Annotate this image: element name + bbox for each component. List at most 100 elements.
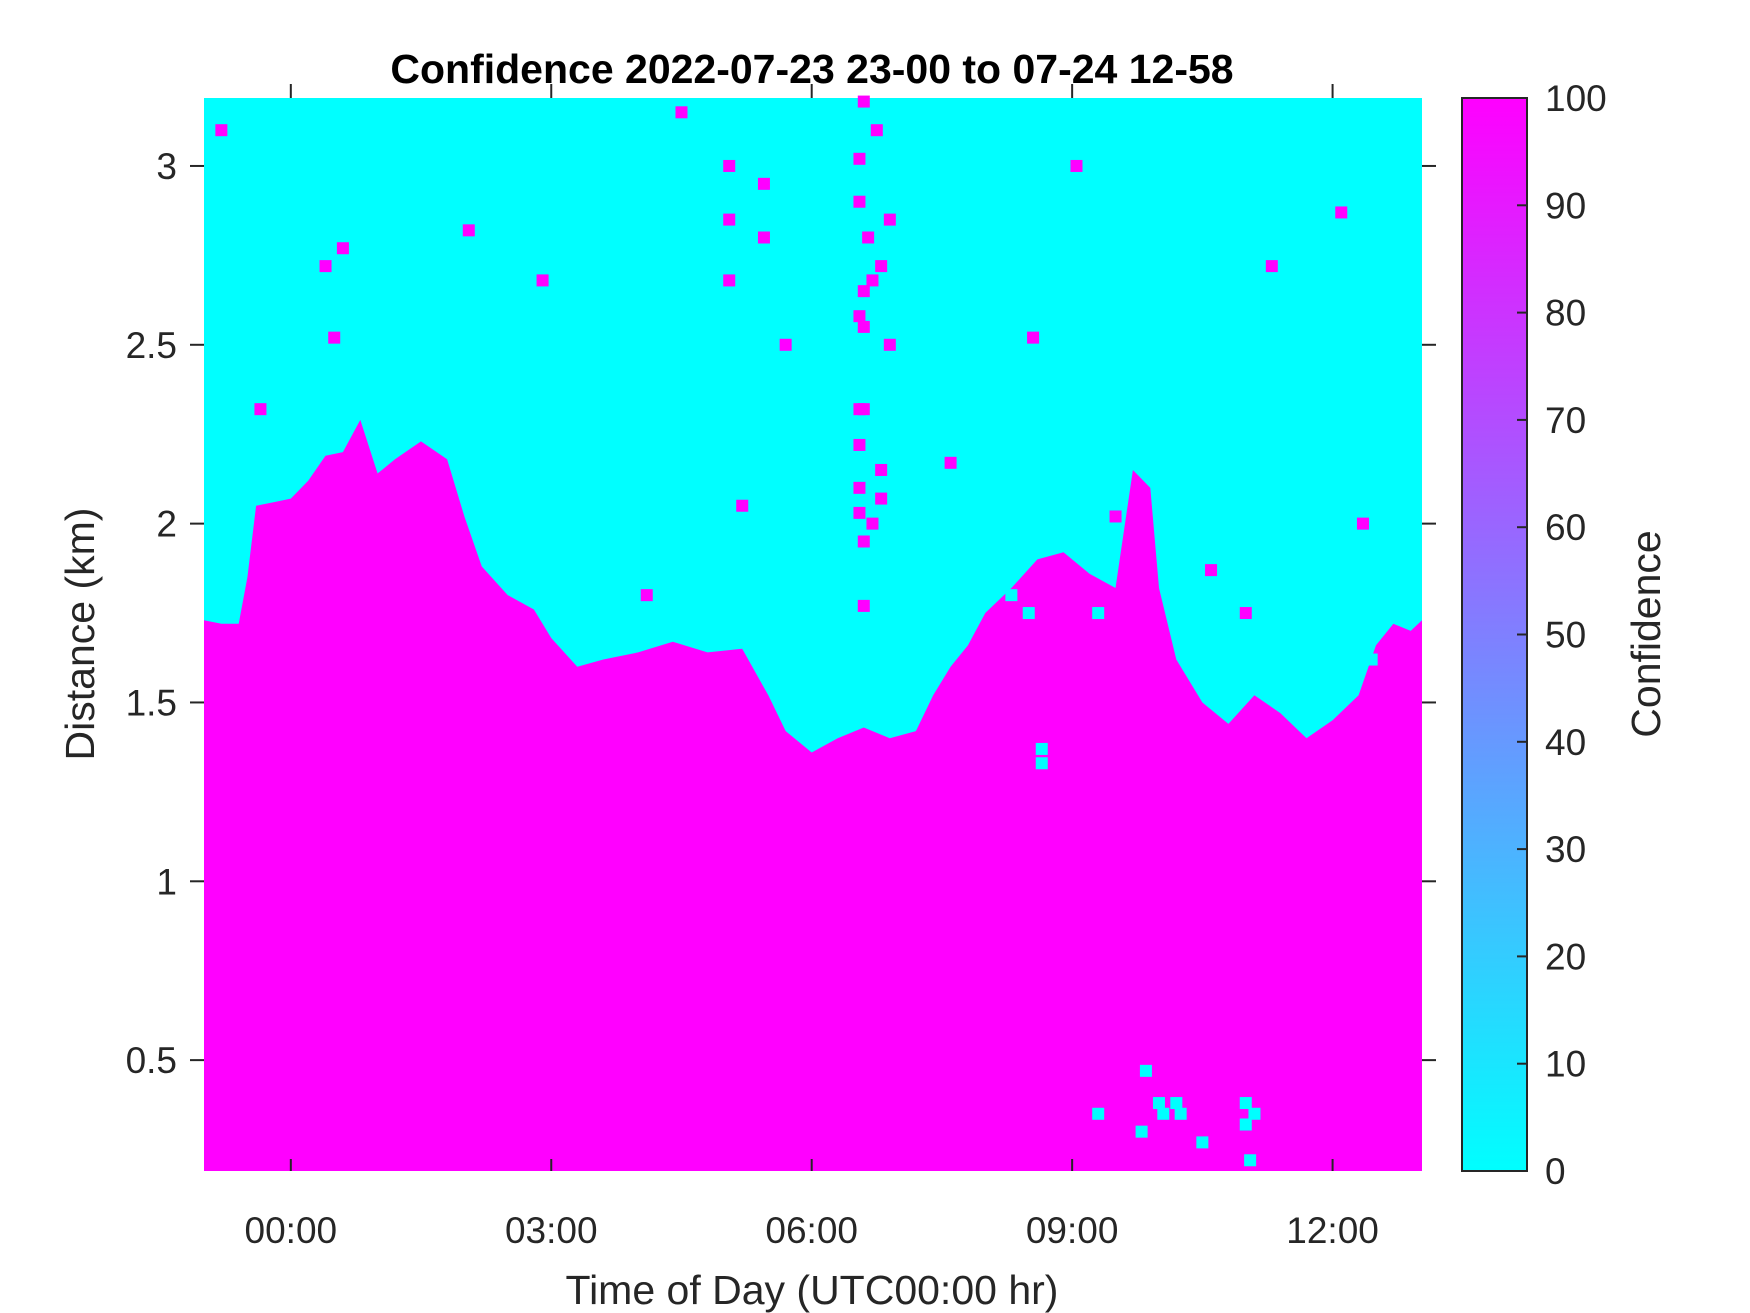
- low-confidence-pixel: [1200, 660, 1213, 673]
- plot-area: [190, 84, 1436, 1171]
- high-confidence-pixel: [675, 106, 688, 119]
- high-confidence-pixel: [853, 152, 866, 165]
- high-confidence-pixel: [857, 320, 870, 333]
- high-confidence-pixel: [857, 95, 870, 108]
- high-confidence-pixel: [883, 213, 896, 226]
- high-confidence-pixel: [875, 492, 888, 505]
- x-tick-label: 12:00: [1286, 1210, 1379, 1251]
- high-confidence-pixel: [736, 499, 749, 512]
- low-confidence-pixel: [1157, 1107, 1170, 1120]
- colorbar: 0 10 20 30 40 50 60 70 80 90 100 Confidence: [1461, 78, 1669, 1192]
- low-confidence-pixel: [1135, 1125, 1148, 1138]
- high-confidence-pixel: [853, 438, 866, 451]
- high-confidence-pixel: [757, 177, 770, 190]
- low-confidence-pixel: [1244, 1154, 1257, 1167]
- colorbar-tick-label: 0: [1545, 1151, 1566, 1192]
- high-confidence-pixel: [853, 506, 866, 519]
- low-confidence-pixel: [1139, 1064, 1152, 1077]
- high-confidence-pixel: [857, 403, 870, 416]
- low-confidence-pixel: [1248, 1107, 1261, 1120]
- high-confidence-pixel: [853, 310, 866, 323]
- x-axis-label: Time of Day (UTC00:00 hr): [566, 1267, 1059, 1313]
- high-confidence-pixel: [853, 481, 866, 494]
- high-confidence-pixel: [857, 535, 870, 548]
- colorbar-tick-label: 80: [1545, 293, 1586, 334]
- low-confidence-pixel: [1035, 757, 1048, 770]
- colorbar-tick-label: 20: [1545, 936, 1586, 977]
- colorbar-tick-label: 50: [1545, 615, 1586, 656]
- y-tick-labels: 0.5 1 1.5 2 2.5 3: [126, 146, 177, 1081]
- high-confidence-pixel: [1265, 260, 1278, 273]
- high-confidence-pixel: [866, 274, 879, 287]
- x-tick-label: 06:00: [765, 1210, 858, 1251]
- y-tick-label: 2.5: [126, 325, 177, 366]
- colorbar-gradient: [1461, 97, 1528, 1172]
- high-confidence-pixel: [1205, 564, 1218, 577]
- high-confidence-pixel: [1335, 206, 1348, 219]
- high-confidence-pixel: [1027, 331, 1040, 344]
- high-confidence-pixel: [723, 213, 736, 226]
- high-confidence-pixel: [944, 456, 957, 469]
- high-confidence-pixel: [870, 124, 883, 137]
- y-tick-label: 1.5: [126, 682, 177, 723]
- high-confidence-pixel: [1109, 510, 1122, 523]
- high-confidence-pixel: [779, 338, 792, 351]
- y-tick-label: 2: [156, 504, 177, 545]
- x-tick-label: 09:00: [1026, 1210, 1119, 1251]
- low-confidence-pixel: [1239, 1118, 1252, 1131]
- high-confidence-pixel: [1239, 607, 1252, 620]
- high-confidence-pixel: [857, 599, 870, 612]
- high-confidence-pixel: [254, 403, 267, 416]
- high-confidence-pixel: [853, 195, 866, 208]
- high-confidence-pixel: [1356, 517, 1369, 530]
- colorbar-label: Confidence: [1623, 530, 1669, 737]
- high-confidence-pixel: [536, 274, 549, 287]
- high-confidence-pixel: [757, 231, 770, 244]
- axis-ticks: [190, 84, 1436, 1171]
- high-confidence-pixel: [862, 231, 875, 244]
- high-confidence-pixels: [215, 95, 1369, 620]
- y-tick-label: 3: [156, 146, 177, 187]
- colorbar-tick-label: 30: [1545, 829, 1586, 870]
- high-confidence-pixel: [866, 517, 879, 530]
- high-confidence-pixel: [723, 159, 736, 172]
- colorbar-tick-labels: 0 10 20 30 40 50 60 70 80 90 100: [1545, 78, 1607, 1192]
- high-confidence-pixel: [723, 274, 736, 287]
- y-tick-label: 1: [156, 861, 177, 902]
- x-tick-label: 00:00: [245, 1210, 338, 1251]
- low-confidence-pixel: [1092, 1107, 1105, 1120]
- colorbar-tick-label: 70: [1545, 400, 1586, 441]
- high-confidence-pixel: [1070, 159, 1083, 172]
- high-confidence-pixel: [462, 224, 475, 237]
- low-confidence-pixel: [1196, 1136, 1209, 1149]
- low-confidence-pixel: [1365, 653, 1378, 666]
- high-confidence-pixel: [640, 589, 653, 602]
- high-confidence-pixel: [336, 242, 349, 255]
- low-confidence-pixel: [1022, 607, 1035, 620]
- low-confidence-pixel: [1174, 1107, 1187, 1120]
- high-confidence-pixel: [319, 260, 332, 273]
- high-confidence-pixel: [328, 331, 341, 344]
- low-confidence-pixels: [1005, 589, 1378, 1167]
- low-confidence-pixel: [1035, 742, 1048, 755]
- low-confidence-pixel: [1170, 1097, 1183, 1110]
- x-tick-label: 03:00: [505, 1210, 598, 1251]
- colorbar-ticks: [1517, 97, 1527, 1172]
- high-confidence-pixel: [883, 338, 896, 351]
- colorbar-tick-label: 40: [1545, 722, 1586, 763]
- high-confidence-pixel: [875, 260, 888, 273]
- high-confidence-pixel: [857, 285, 870, 298]
- low-confidence-pixel: [1092, 607, 1105, 620]
- low-confidence-pixel: [1152, 1097, 1165, 1110]
- colorbar-tick-label: 90: [1545, 185, 1586, 226]
- y-tick-label: 0.5: [126, 1040, 177, 1081]
- colorbar-tick-label: 10: [1545, 1044, 1586, 1085]
- high-confidence-region: [204, 419, 1422, 1171]
- high-confidence-pixel: [875, 463, 888, 476]
- low-confidence-pixel: [1239, 1097, 1252, 1110]
- colorbar-tick-label: 100: [1545, 78, 1607, 119]
- high-confidence-pixel: [215, 124, 228, 137]
- x-tick-labels: 00:00 03:00 06:00 09:00 12:00: [245, 1210, 1379, 1251]
- colorbar-tick-label: 60: [1545, 507, 1586, 548]
